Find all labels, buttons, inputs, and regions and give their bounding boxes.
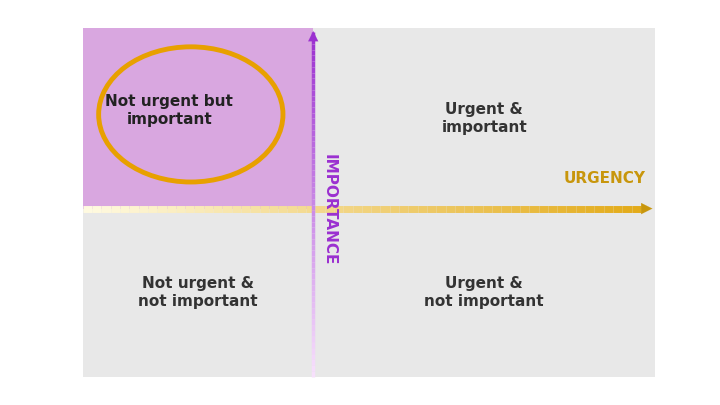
Text: URGENCY: URGENCY [564,171,646,186]
Bar [313,28,655,209]
Text: Urgent &
not important: Urgent & not important [424,277,544,309]
Text: Urgent &
important: Urgent & important [441,102,527,134]
Text: Not urgent but
important: Not urgent but important [105,94,233,126]
Bar [83,28,313,209]
Bar [83,209,313,377]
Bar [313,209,655,377]
Text: IMPORTANCE: IMPORTANCE [322,154,336,265]
Text: Not urgent &
not important: Not urgent & not important [138,277,258,309]
